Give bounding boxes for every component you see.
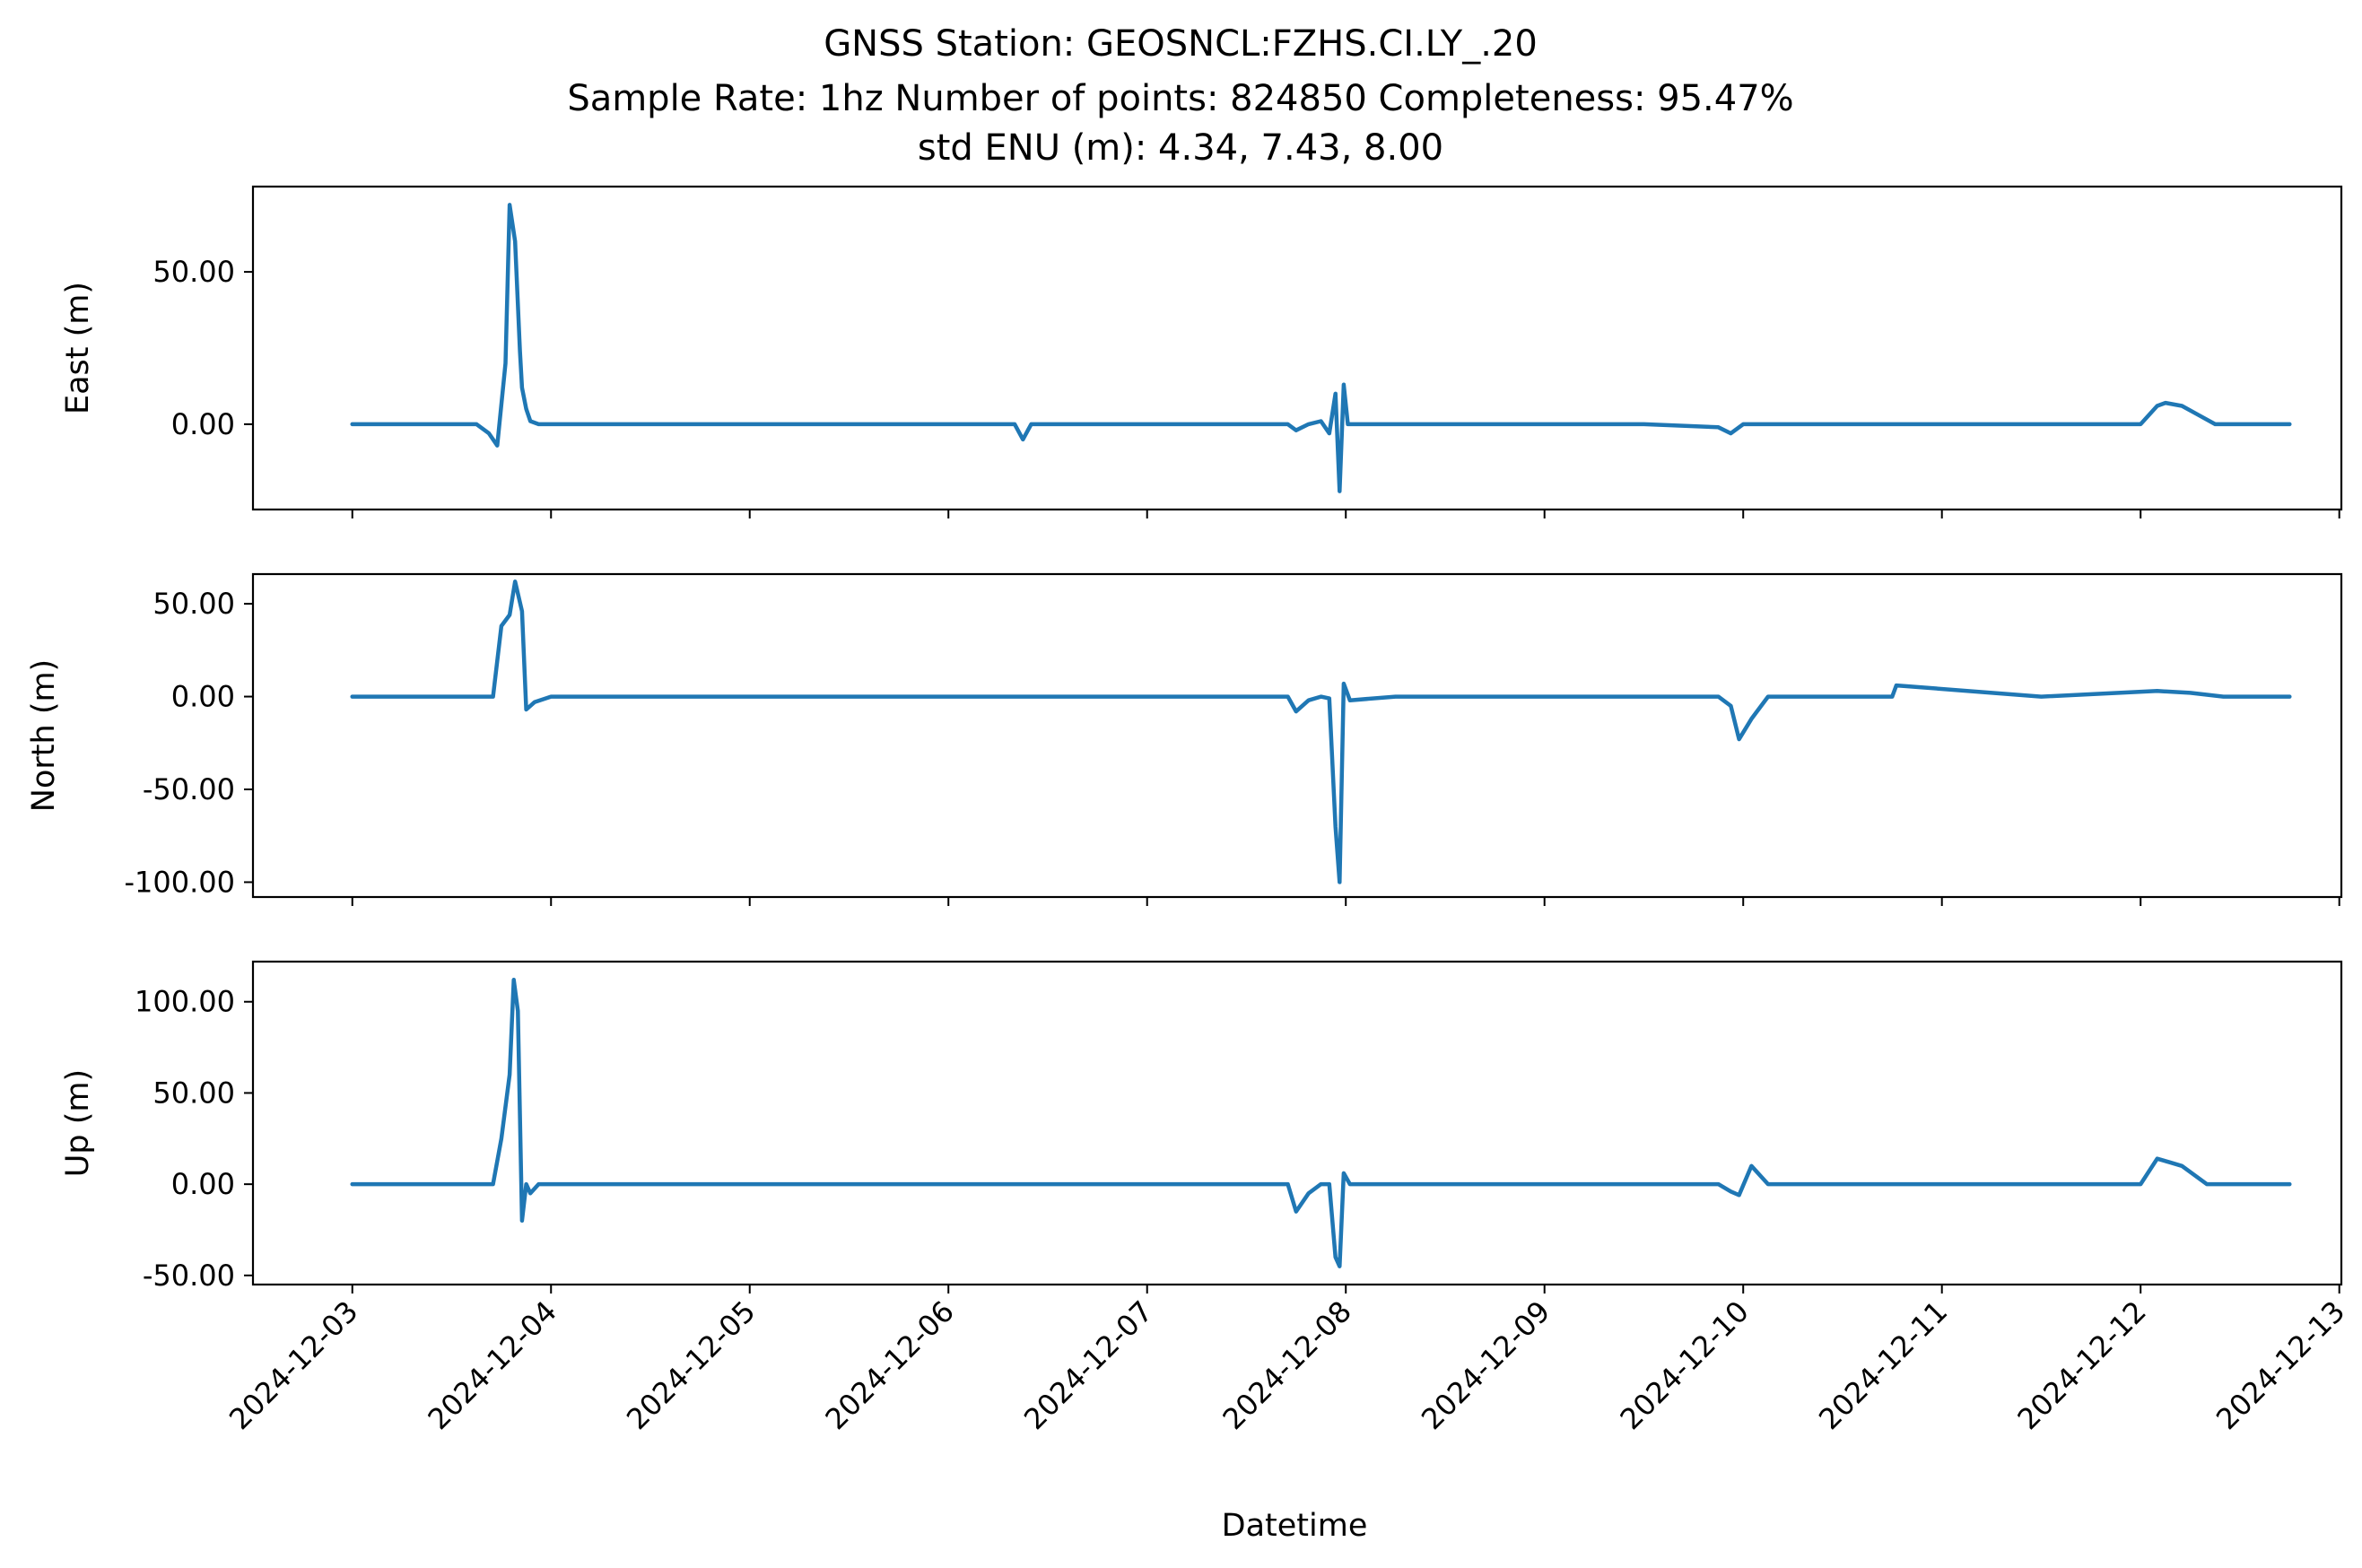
- up-panel: -50.00 0.00 50.00 100.00 Up (m): [60, 960, 2343, 1294]
- up-y-tick-label: -50.00: [143, 1259, 235, 1293]
- title-line-2: Sample Rate: 1hz Number of points: 82485…: [567, 78, 1793, 119]
- up-y-tick-label: 50.00: [153, 1076, 235, 1110]
- north-y-tick-label: -50.00: [143, 772, 235, 806]
- up-y-tick-label: 0.00: [171, 1167, 235, 1201]
- up-y-axis-label: Up (m): [60, 1069, 96, 1177]
- east-panel: 0.00 50.00 East (m): [60, 185, 2343, 518]
- figure-title: GNSS Station: GEOSNCL:FZHS.CI.LY_.20 Sam…: [567, 23, 1793, 169]
- north-series-line: [350, 579, 2292, 884]
- north-axes-frame: [251, 572, 2343, 899]
- north-y-tick-label: 50.00: [153, 587, 235, 621]
- east-axes-frame: [251, 185, 2343, 511]
- title-line-3: std ENU (m): 4.34, 7.43, 8.00: [918, 127, 1443, 169]
- east-series-line: [350, 203, 2292, 493]
- title-line-1: GNSS Station: GEOSNCL:FZHS.CI.LY_.20: [824, 23, 1538, 65]
- x-axis-label: Datetime: [1222, 1508, 1368, 1544]
- north-y-tick-label: 0.00: [171, 680, 235, 714]
- east-y-axis-label: East (m): [60, 282, 96, 414]
- north-panel: -100.00 -50.00 0.00 50.00 North (m): [26, 572, 2343, 906]
- east-y-tick-label: 50.00: [153, 255, 235, 289]
- up-y-tick-label: 100.00: [135, 985, 235, 1019]
- east-y-tick-label: 0.00: [171, 407, 235, 441]
- up-series-line: [350, 978, 2292, 1268]
- north-y-axis-label: North (m): [26, 659, 62, 812]
- north-y-tick-label: -100.00: [124, 865, 235, 899]
- up-axes-frame: [251, 960, 2343, 1286]
